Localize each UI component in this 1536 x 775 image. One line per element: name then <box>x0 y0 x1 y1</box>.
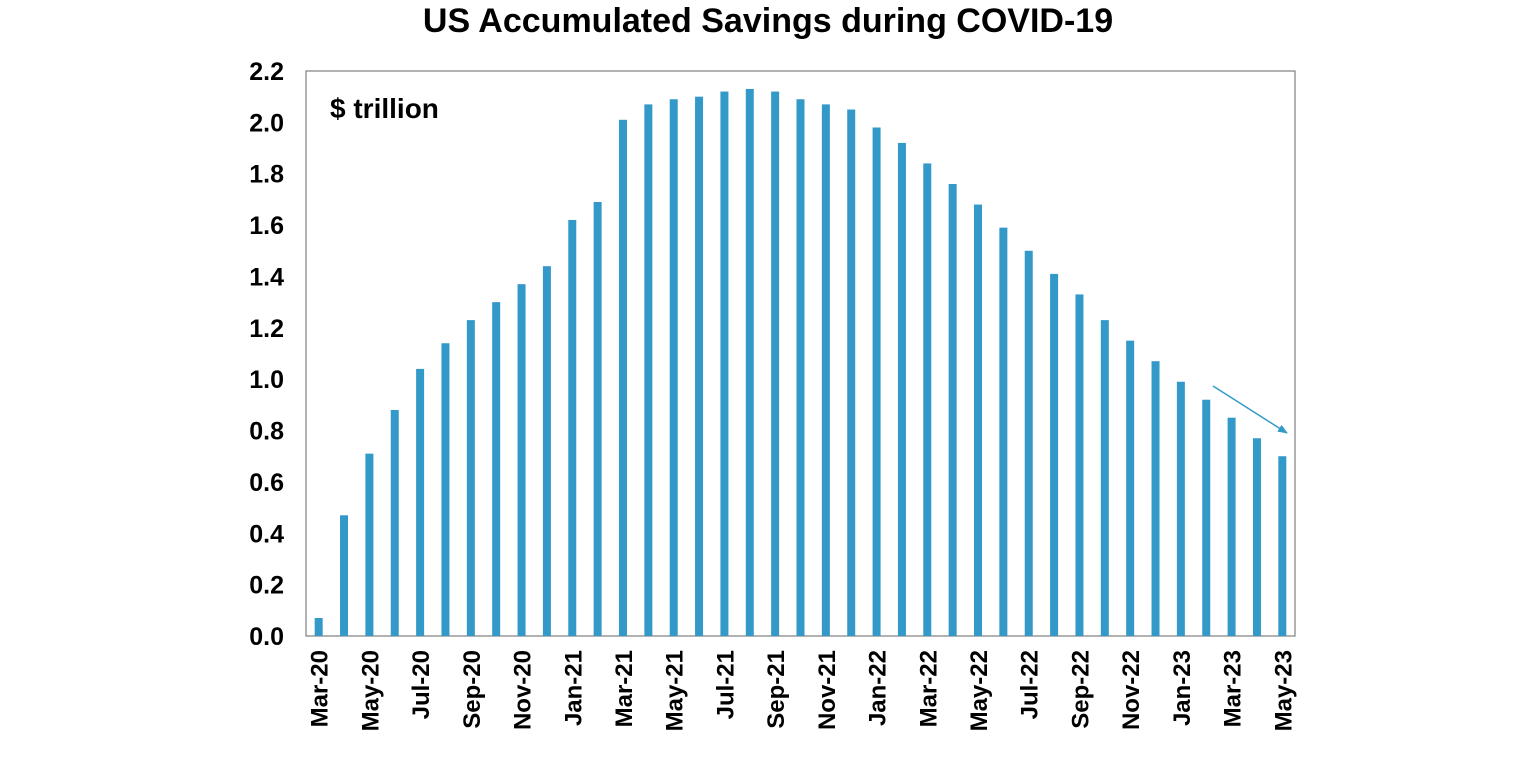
x-tick-label: Mar-21 <box>611 650 638 727</box>
bar-Nov-20 <box>517 284 526 636</box>
y-tick-label: 2.2 <box>249 58 284 86</box>
bar-May-20 <box>365 453 374 636</box>
x-tick-label: Jul-21 <box>712 650 739 719</box>
bar-Mar-20 <box>314 618 323 636</box>
y-tick-label: 1.8 <box>249 161 284 189</box>
bars-group <box>314 88 1287 637</box>
y-tick-label: 0.0 <box>249 623 284 651</box>
x-tick-label: May-23 <box>1270 650 1297 731</box>
bar-Mar-22 <box>923 163 932 636</box>
bar-Apr-21 <box>644 104 653 636</box>
x-tick-label: Nov-21 <box>814 650 841 730</box>
bar-Aug-20 <box>441 343 450 636</box>
bar-Dec-22 <box>1151 361 1160 636</box>
bar-Dec-21 <box>847 109 856 636</box>
x-tick-label: May-20 <box>357 650 384 731</box>
x-tick-label: Nov-22 <box>1118 650 1145 730</box>
bar-Mar-21 <box>618 119 627 637</box>
bar-Jan-22 <box>872 127 881 636</box>
chart-title: US Accumulated Savings during COVID-19 <box>422 2 1114 40</box>
bar-Aug-21 <box>745 88 754 637</box>
bar-Jul-20 <box>416 368 425 636</box>
bar-Nov-22 <box>1126 340 1135 636</box>
x-tick-label: Sep-21 <box>763 650 790 729</box>
y-tick-label: 0.8 <box>249 418 284 446</box>
y-tick-label: 2.0 <box>249 109 284 137</box>
bar-Jul-22 <box>1024 250 1033 636</box>
y-tick-label: 1.4 <box>249 263 284 291</box>
bar-Oct-21 <box>796 99 805 636</box>
bar-Aug-22 <box>1050 273 1059 636</box>
bar-Jan-23 <box>1176 381 1185 636</box>
bar-Jun-21 <box>695 96 704 637</box>
x-tick-label: Jul-20 <box>408 650 435 719</box>
bar-Apr-20 <box>340 515 349 636</box>
unit-label: $ trillion <box>330 93 439 124</box>
x-axis: Mar-20 May-20 Jul-20 Sep-20 Nov-20 Jan-21 Mar-… <box>307 650 1298 731</box>
bar-Dec-20 <box>542 266 551 636</box>
bar-Jul-21 <box>720 91 729 637</box>
bar-May-22 <box>974 204 983 637</box>
bar-Jun-20 <box>390 410 399 636</box>
y-tick-label: 1.2 <box>249 315 284 343</box>
x-tick-label: Jan-23 <box>1169 650 1196 726</box>
bar-Nov-21 <box>821 104 830 636</box>
trend-arrow <box>1212 385 1288 434</box>
y-tick-label: 0.6 <box>249 469 284 497</box>
x-tick-label: Mar-20 <box>307 650 334 727</box>
bar-Jun-22 <box>999 227 1008 636</box>
y-tick-label: 0.4 <box>249 520 284 548</box>
bar-Sep-20 <box>466 320 475 636</box>
bar-Sep-22 <box>1075 294 1084 636</box>
bar-May-21 <box>669 99 678 636</box>
x-tick-label: Jan-22 <box>865 650 892 726</box>
y-tick-label: 0.2 <box>249 572 284 600</box>
bar-Feb-23 <box>1202 399 1211 636</box>
x-tick-label: May-22 <box>966 650 993 731</box>
x-tick-label: Sep-20 <box>459 650 486 729</box>
x-tick-label: Mar-23 <box>1220 650 1247 727</box>
bar-Jan-21 <box>568 219 577 636</box>
bar-Feb-22 <box>897 142 906 636</box>
y-tick-label: 1.0 <box>249 366 284 394</box>
bar-May-23 <box>1278 456 1287 636</box>
bar-Apr-23 <box>1252 438 1261 636</box>
y-tick-label: 1.6 <box>249 212 284 240</box>
bar-Mar-23 <box>1227 417 1236 636</box>
y-axis: 0.0 0.2 0.4 0.6 0.8 1.0 1.2 1.4 1.6 1.8 2.0 2.2 <box>249 58 284 651</box>
x-tick-label: May-21 <box>662 650 689 731</box>
x-tick-label: Sep-22 <box>1067 650 1094 729</box>
bar-Sep-21 <box>771 91 780 637</box>
x-tick-label: Nov-20 <box>510 650 537 730</box>
bar-Oct-22 <box>1100 320 1109 636</box>
x-tick-label: Jan-21 <box>560 650 587 726</box>
bar-Oct-20 <box>492 302 501 636</box>
x-tick-label: Jul-22 <box>1017 650 1044 719</box>
x-tick-label: Mar-22 <box>915 650 942 727</box>
bar-Apr-22 <box>948 184 957 636</box>
bar-Feb-21 <box>593 201 602 637</box>
